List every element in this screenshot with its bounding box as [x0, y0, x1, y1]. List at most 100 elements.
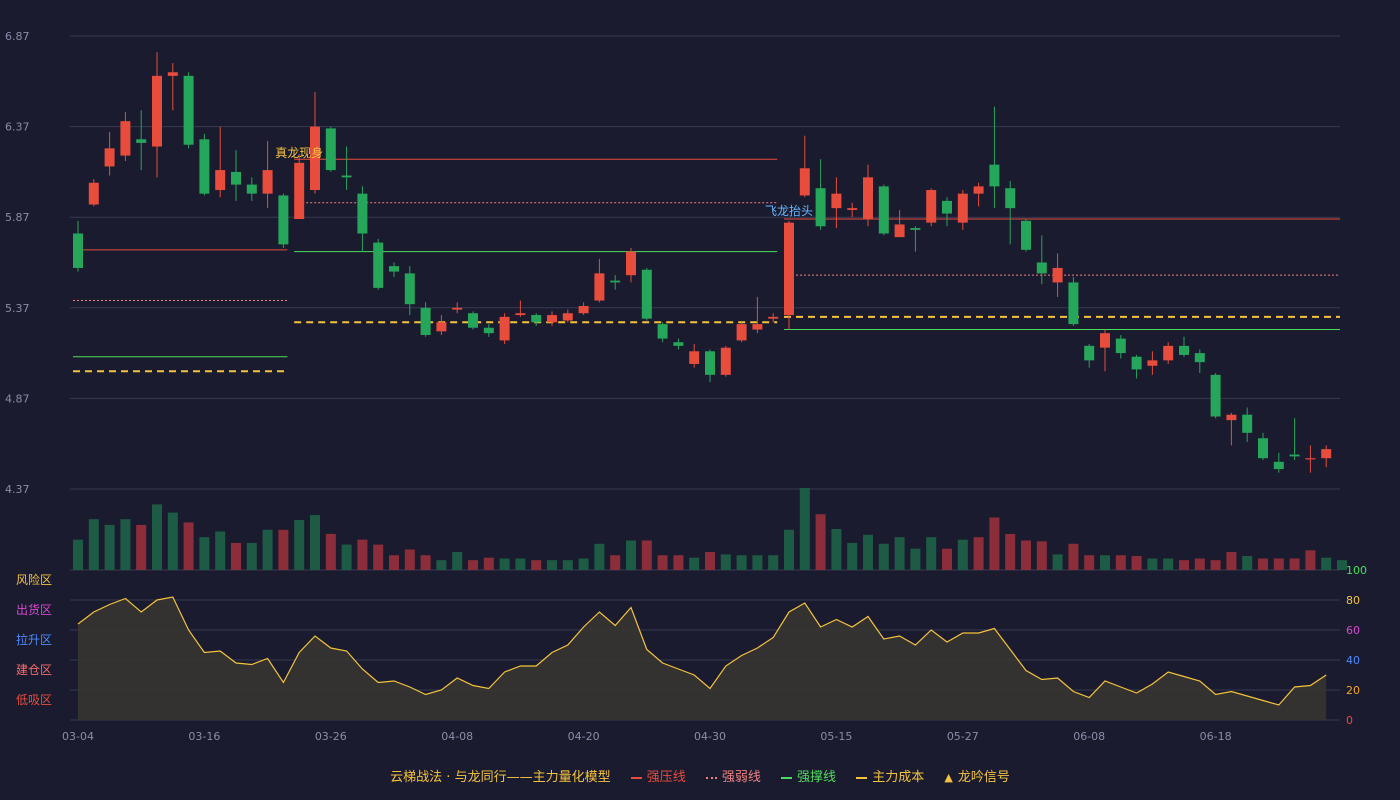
legend-strong-support[interactable]: 强撑线	[781, 766, 836, 785]
zone-label: 拉升区	[16, 632, 52, 647]
zone-label: 出货区	[16, 602, 52, 617]
triangle-up-icon: ▲	[944, 771, 953, 784]
candle-body	[878, 186, 889, 234]
x-tick-label: 04-20	[568, 730, 600, 743]
volume-bar	[468, 560, 478, 570]
candle-body	[894, 224, 905, 238]
volume-bar	[578, 558, 589, 570]
volume-bar	[452, 551, 463, 570]
candle-body	[626, 251, 636, 276]
volume-bar	[1258, 558, 1268, 570]
volume-bar	[768, 555, 779, 570]
candle-body	[736, 324, 747, 341]
grid	[70, 35, 1340, 721]
candle-body	[657, 324, 668, 339]
legend-title: 云梯战法 · 与龙同行——主力量化模型	[390, 770, 611, 785]
volume-bar	[1194, 558, 1205, 570]
volume-bar	[531, 560, 542, 570]
volume-bar	[310, 515, 320, 570]
volume-bar	[136, 524, 147, 570]
osc-tick-label: 0	[1346, 714, 1353, 727]
volume-bar	[641, 540, 652, 570]
candle-body	[262, 170, 273, 194]
legend: 云梯战法 · 与龙同行——主力量化模型 强压线 强弱线 强撑线 主力成本 ▲ 龙吟…	[0, 766, 1400, 785]
volume-bar	[1021, 540, 1031, 570]
zone-label: 风险区	[16, 572, 52, 587]
oscillator-line	[77, 596, 1327, 706]
volume-bar	[341, 544, 352, 570]
candle-body	[957, 193, 968, 223]
candle-body	[1273, 461, 1284, 470]
volume-bar	[799, 488, 810, 570]
candle-body	[973, 186, 984, 194]
candle-body	[215, 170, 226, 191]
candle-body	[1194, 353, 1205, 363]
volume-bar	[183, 522, 194, 570]
candles	[73, 52, 1332, 473]
volume-bar	[325, 533, 336, 570]
candle-body	[942, 200, 952, 214]
volume-bar	[1005, 533, 1016, 570]
candle-body	[483, 327, 494, 334]
candle-body	[1289, 454, 1300, 457]
candle-body	[673, 342, 684, 346]
candle-body	[705, 351, 715, 375]
volume-bar	[926, 537, 937, 570]
candle-body	[594, 273, 605, 301]
y-tick-label: 6.37	[5, 121, 30, 134]
y-tick-label: 5.87	[5, 211, 30, 224]
candle-body	[910, 228, 921, 230]
volume-bar	[594, 543, 605, 570]
volume-bar	[784, 529, 794, 570]
volume-bar	[1147, 558, 1158, 570]
candle-body	[278, 195, 289, 245]
y-tick-label: 4.37	[5, 483, 30, 496]
volume-bar	[515, 558, 526, 570]
legend-weak-pressure[interactable]: 强弱线	[705, 766, 761, 785]
legend-signal-label: 龙吟信号	[957, 770, 1010, 785]
x-tick-label: 05-15	[820, 730, 852, 743]
osc-tick-label: 60	[1346, 624, 1360, 637]
volume-bar	[1179, 560, 1189, 570]
candle-body	[389, 266, 399, 272]
legend-signal[interactable]: ▲ 龙吟信号	[944, 766, 1009, 785]
x-tick-label: 05-27	[947, 730, 979, 743]
volume-bar	[673, 555, 684, 570]
volume-bar	[1273, 558, 1284, 570]
candle-body	[547, 315, 557, 323]
volume-bar	[1289, 558, 1300, 570]
volume-bar	[483, 557, 494, 570]
candle-body	[1305, 458, 1316, 460]
candle-body	[183, 75, 194, 145]
zone-label: 建仓区	[16, 663, 52, 677]
candle-body	[231, 171, 241, 185]
zone-label: 低吸区	[16, 693, 52, 707]
candle-body	[294, 162, 305, 220]
candle-body	[641, 269, 652, 319]
volume-bar	[262, 529, 273, 570]
x-tick-label: 04-08	[441, 730, 473, 743]
osc-tick-label: 80	[1346, 594, 1360, 607]
candle-body	[1036, 262, 1047, 274]
osc-tick-label: 100	[1346, 564, 1367, 577]
x-tick-label: 06-18	[1200, 730, 1232, 743]
candle-body	[1258, 438, 1268, 459]
candle-body	[499, 316, 510, 341]
volume-bar	[1226, 551, 1237, 570]
candle-body	[420, 307, 431, 335]
volume-bar	[88, 519, 99, 570]
candle-body	[578, 305, 589, 314]
candle-body	[167, 72, 178, 76]
candle-body	[1147, 360, 1158, 366]
candle-body	[73, 233, 83, 268]
candle-body	[246, 184, 257, 194]
x-tick-label: 03-16	[188, 730, 220, 743]
signal-annotation: 真龙现身	[275, 145, 323, 160]
legend-strong-pressure[interactable]: 强压线	[630, 766, 686, 785]
candle-body	[689, 351, 700, 364]
candle-body	[373, 242, 384, 288]
volume-bar	[389, 555, 399, 570]
legend-main-cost[interactable]: 主力成本	[856, 766, 924, 785]
volume-bar	[942, 548, 952, 570]
volume-bar	[246, 542, 257, 570]
